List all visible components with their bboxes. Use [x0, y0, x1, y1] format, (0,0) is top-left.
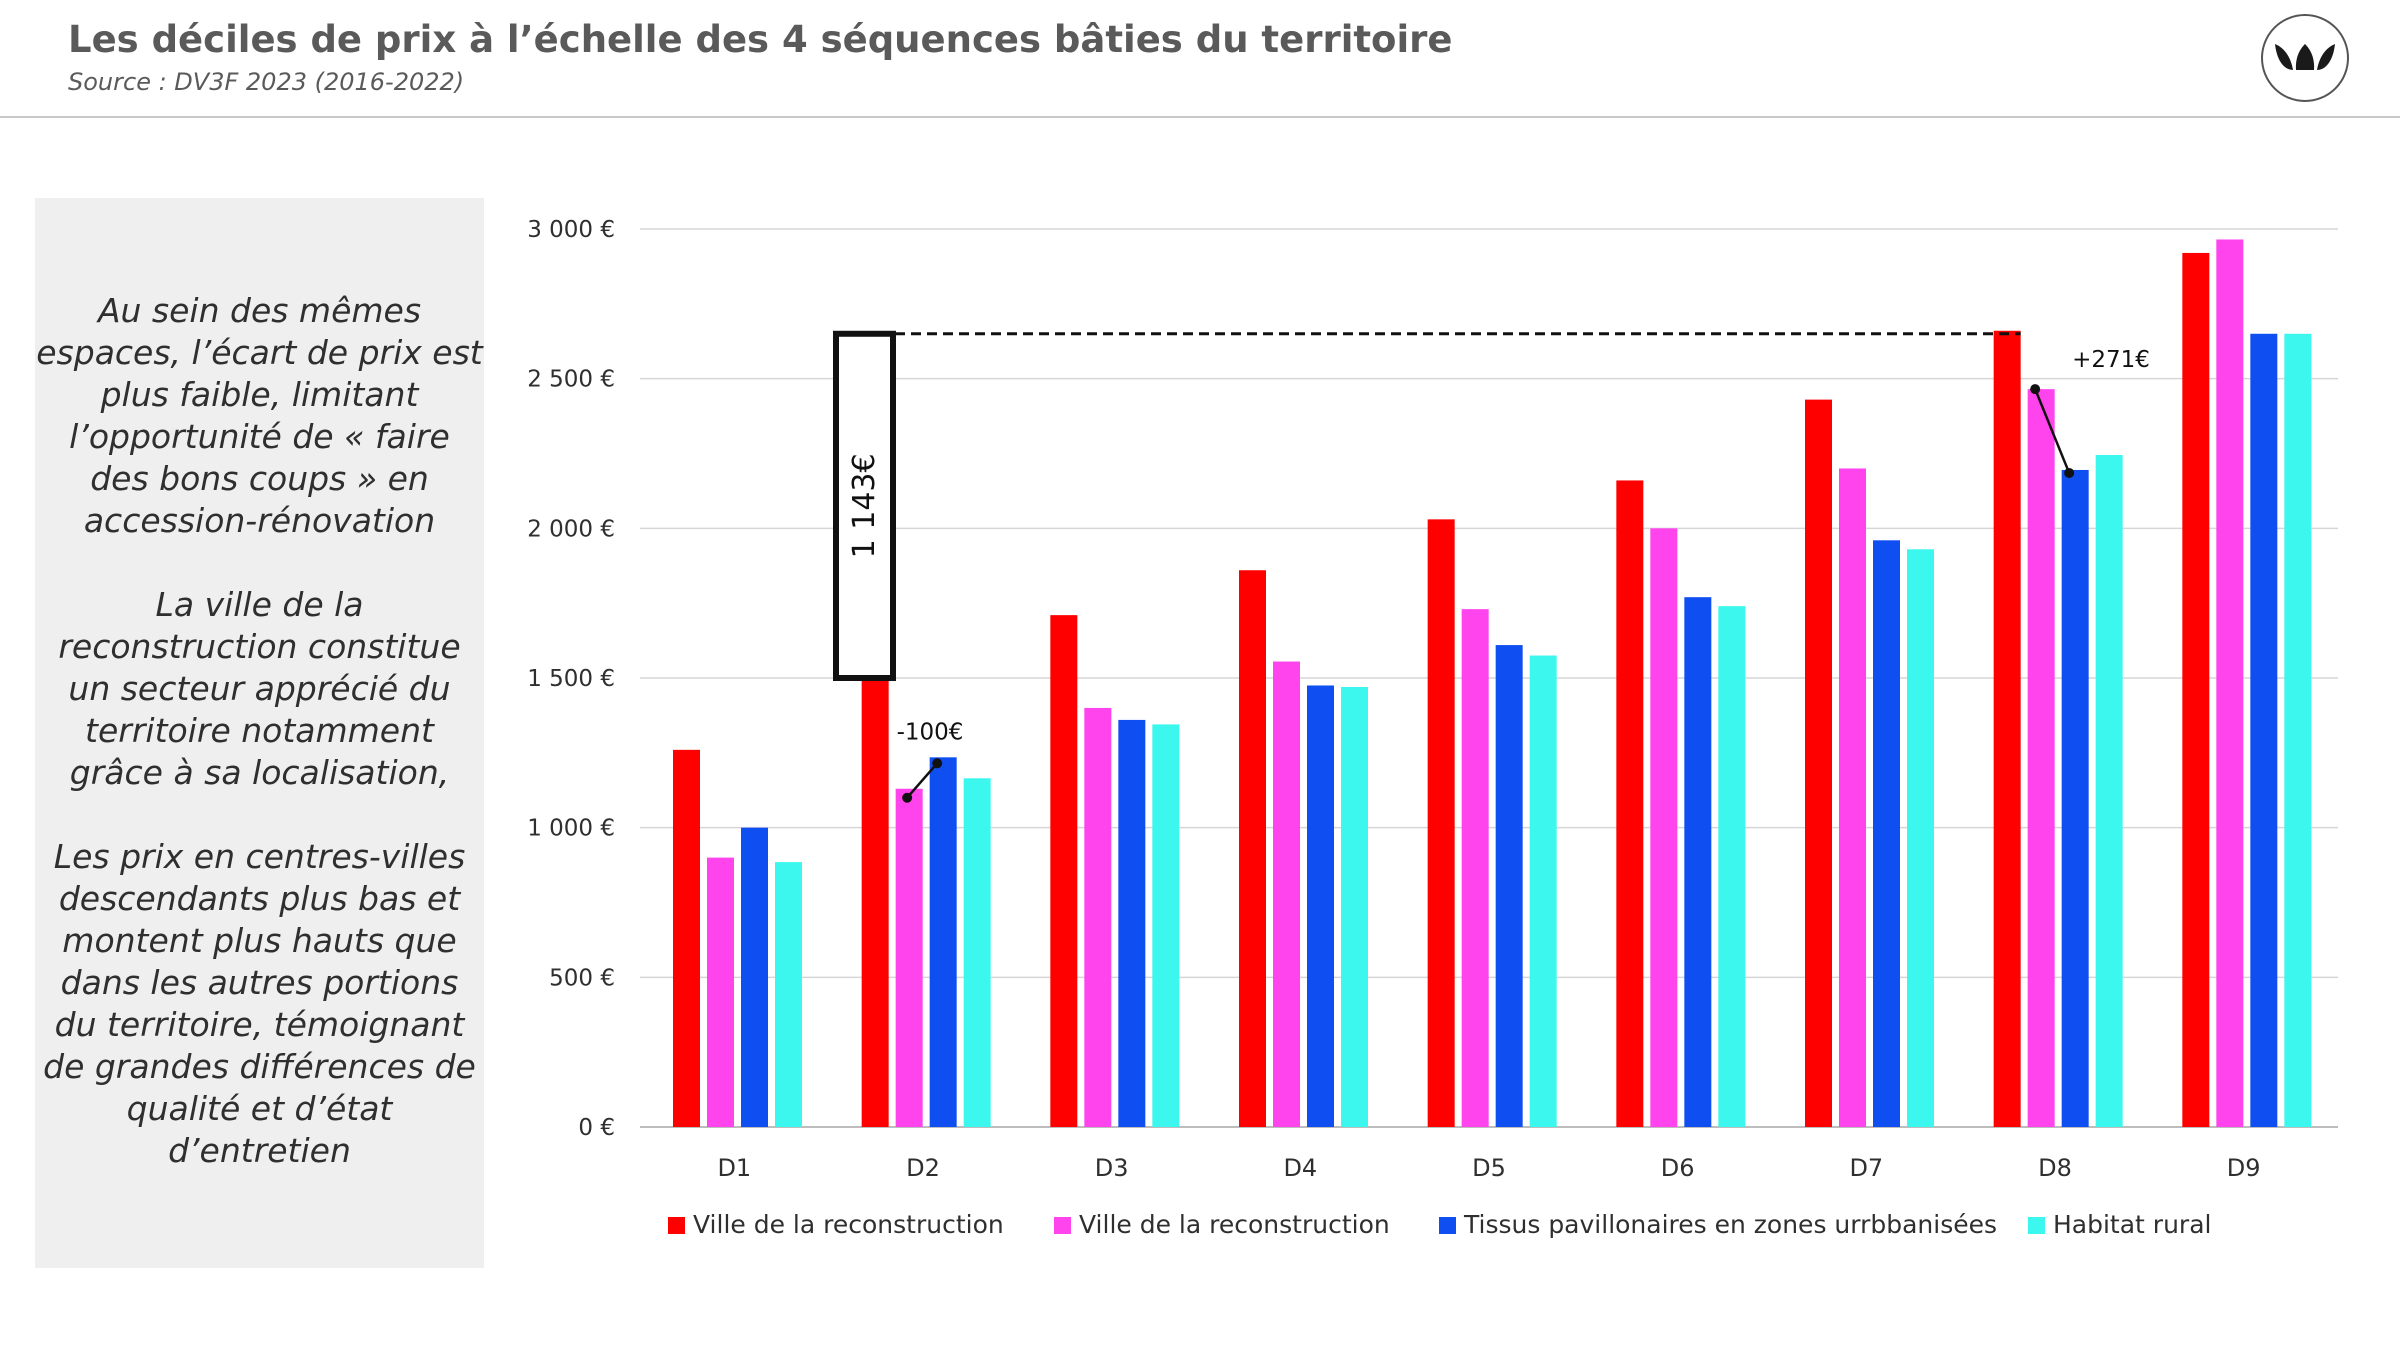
bar	[2182, 252, 2210, 1128]
legend-item: Habitat rural	[2028, 1210, 2211, 1239]
bar	[2250, 333, 2278, 1127]
legend-swatch	[1054, 1217, 1071, 1234]
bar	[1993, 330, 2021, 1128]
x-tick-label: D7	[1849, 1154, 1883, 1182]
y-tick-label: 1 000 €	[527, 816, 615, 842]
bar	[1050, 615, 1078, 1127]
bar	[1152, 724, 1180, 1127]
bar	[707, 857, 734, 1127]
difference-connector	[906, 762, 939, 799]
legend-swatch	[1439, 1217, 1456, 1234]
bar	[1307, 685, 1334, 1127]
y-tick-label: 2 000 €	[527, 516, 615, 542]
legend-swatch	[2028, 1217, 2045, 1234]
bar	[1118, 719, 1146, 1127]
bar	[1461, 609, 1489, 1127]
bar	[1616, 480, 1644, 1127]
brand-leaf-logo-icon	[2261, 14, 2349, 102]
bar	[775, 862, 802, 1127]
legend-label: Ville de la reconstruction	[1079, 1210, 1390, 1239]
x-tick-label: D8	[2038, 1154, 2072, 1182]
connector-dot	[2064, 467, 2075, 478]
bar	[929, 757, 957, 1127]
bar	[895, 788, 923, 1127]
x-tick-label: D3	[1095, 1154, 1129, 1182]
range-box	[833, 330, 896, 681]
page-title: Les déciles de prix à l’échelle des 4 sé…	[68, 18, 1453, 61]
difference-label: -100€	[897, 719, 964, 745]
difference-label: +271€	[2072, 347, 2150, 373]
y-tick-label: 1 500 €	[527, 666, 615, 692]
legend-item: Tissus pavillonaires en zones urrbbanisé…	[1439, 1210, 1997, 1239]
bar	[2284, 333, 2312, 1127]
bar	[1907, 549, 1934, 1127]
x-tick-label: D4	[1283, 1154, 1317, 1182]
bar	[1684, 597, 1712, 1127]
commentary-panel: Au sein des mêmes espaces, l’écart de pr…	[35, 198, 484, 1268]
legend-label: Ville de la reconstruction	[693, 1210, 1004, 1239]
x-tick-label: D9	[2227, 1154, 2261, 1182]
bar	[1529, 655, 1557, 1127]
bar	[673, 749, 700, 1127]
bar	[1805, 399, 1832, 1127]
bar	[2027, 389, 2055, 1128]
difference-connector	[2034, 388, 2071, 474]
bar	[1839, 468, 1866, 1127]
bar	[2061, 469, 2089, 1127]
y-tick-label: 500 €	[549, 965, 615, 991]
legend-swatch	[668, 1217, 685, 1234]
legend-item: Ville de la reconstruction	[1054, 1210, 1390, 1239]
y-tick-label: 2 500 €	[527, 367, 615, 393]
x-tick-label: D5	[1472, 1154, 1506, 1182]
bar	[1273, 661, 1300, 1127]
y-tick-label: 0 €	[578, 1115, 615, 1141]
source-caption: Source : DV3F 2023 (2016-2022)	[68, 68, 465, 96]
y-tick-label: 3 000 €	[527, 217, 615, 243]
bar	[1873, 540, 1900, 1127]
connector-dot	[932, 758, 943, 769]
bar	[963, 778, 991, 1127]
header: Les déciles de prix à l’échelle des 4 sé…	[0, 0, 2400, 118]
x-tick-label: D6	[1661, 1154, 1695, 1182]
bar	[861, 676, 889, 1127]
legend-label: Tissus pavillonaires en zones urrbbanisé…	[1464, 1210, 1998, 1239]
x-tick-label: D2	[906, 1154, 940, 1182]
legend-item: Ville de la reconstruction	[668, 1210, 1004, 1239]
range-box-label: 1 143€	[847, 453, 882, 558]
x-tick-label: D1	[717, 1154, 751, 1182]
connector-dot	[902, 792, 913, 803]
commentary-paragraph: La ville de la reconstruction constitue …	[58, 585, 461, 792]
bar	[1650, 528, 1678, 1127]
bar	[1341, 686, 1368, 1127]
bar	[1084, 707, 1112, 1127]
bar	[1718, 606, 1746, 1127]
commentary-paragraph: Les prix en centres-villes descendants p…	[43, 837, 476, 1170]
bar	[1239, 570, 1266, 1127]
bar	[741, 827, 768, 1127]
commentary-paragraph: Au sein des mêmes espaces, l’écart de pr…	[36, 291, 483, 540]
bar	[2095, 454, 2123, 1127]
bar	[1495, 645, 1523, 1127]
legend-label: Habitat rural	[2053, 1210, 2212, 1239]
connector-dot	[2030, 384, 2041, 395]
bar	[2216, 239, 2244, 1127]
bar	[1427, 519, 1455, 1127]
